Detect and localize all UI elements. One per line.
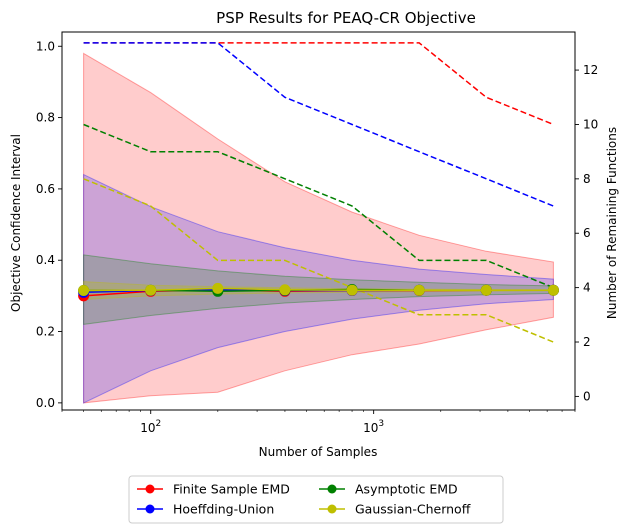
remaining-functions-line-2	[83, 123, 554, 289]
x-tick-label-1: 103	[363, 419, 384, 435]
y-tick-label-4: 0.8	[36, 111, 55, 125]
y2-axis-label: Number of Remaining Functions	[605, 127, 619, 319]
series-point-3-4	[346, 284, 358, 296]
remaining-functions-line-0	[83, 42, 554, 126]
x-tick-label-0: 102	[140, 419, 161, 435]
series-point-3-6	[480, 284, 492, 296]
legend-swatch-marker-2	[145, 504, 155, 514]
y2-tick-label-3: 6	[583, 226, 591, 240]
legend-swatch-marker-0	[145, 484, 155, 494]
y-axis-label: Objective Confidence Interval	[9, 134, 23, 312]
series-line-3	[83, 287, 554, 292]
confidence-band-1	[83, 173, 554, 404]
y2-tick-label-0: 0	[583, 389, 591, 403]
y2-tick-label-5: 10	[583, 117, 598, 131]
series-point-3-0	[78, 285, 90, 296]
remaining-functions-line-1	[83, 42, 554, 207]
plot-area-frame	[61, 31, 576, 411]
series-point-3-7	[547, 284, 559, 296]
legend: Finite Sample EMD Asymptotic EMD Hoeffding…	[128, 475, 504, 524]
series-point-3-3	[279, 284, 291, 296]
series-point-3-2	[212, 282, 224, 294]
x-tick-exponent: 3	[378, 419, 384, 429]
y2-tick-label-6: 12	[583, 63, 598, 77]
y-tick-label-1: 0.2	[36, 325, 55, 339]
legend-box	[128, 475, 504, 524]
x-tick-exponent: 2	[155, 419, 161, 429]
x-tick-base: 10	[140, 421, 155, 435]
y-tick-label-5: 1.0	[36, 39, 55, 53]
chart-title: PSP Results for PEAQ-CR Objective	[216, 9, 476, 27]
legend-swatch-marker-1	[327, 484, 337, 494]
legend-label-3: Gaussian-Chernoff	[355, 502, 471, 517]
series-point-3-1	[145, 284, 157, 296]
legend-label-2: Hoeffding-Union	[173, 502, 274, 517]
legend-swatch-marker-3	[327, 504, 337, 514]
y2-tick-label-2: 4	[583, 281, 591, 295]
y-tick-label-0: 0.0	[36, 396, 55, 410]
y2-tick-label-4: 8	[583, 172, 591, 186]
legend-label-1: Asymptotic EMD	[355, 482, 458, 497]
remaining-functions-line-3	[83, 178, 554, 343]
y-tick-label-2: 0.4	[36, 253, 55, 267]
x-tick-base: 10	[363, 421, 378, 435]
legend-label-0: Finite Sample EMD	[173, 482, 290, 497]
series-point-3-5	[413, 284, 425, 296]
y-tick-label-3: 0.6	[36, 182, 55, 196]
x-axis-label: Number of Samples	[259, 445, 378, 459]
y2-tick-label-1: 2	[583, 335, 591, 349]
